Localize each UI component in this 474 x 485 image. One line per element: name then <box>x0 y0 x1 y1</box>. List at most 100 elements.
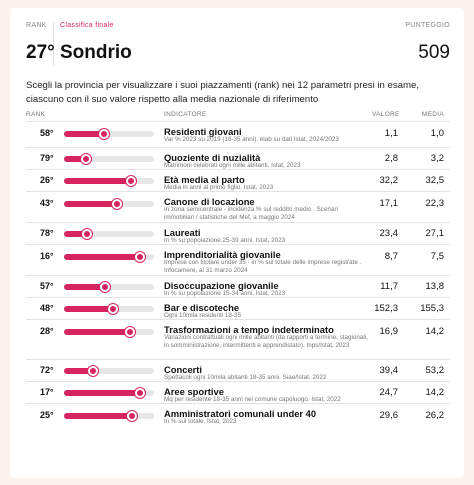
indicator-title: Trasformazioni a tempo indeterminato <box>164 324 334 335</box>
indicator-value: 29,6 <box>379 410 399 421</box>
indicator-table: 58° Residenti giovani Var % 2023 su 2019 (… <box>26 121 450 426</box>
rank-bar-fill <box>64 413 133 419</box>
column-rank: RANK <box>26 111 46 118</box>
rank-bar-marker <box>100 282 110 292</box>
column-value: VALORE <box>372 111 400 118</box>
rank-bar-fill <box>64 284 106 290</box>
table-row[interactable]: 79° Quoziente di nuzialità Matrimoni celeb… <box>26 147 450 169</box>
province-rank: 27° <box>26 42 55 63</box>
indicator-value: 23,4 <box>379 228 399 239</box>
indicator-value: 32,2 <box>379 175 399 186</box>
rank-bar <box>64 388 154 398</box>
rank-bar <box>64 282 154 292</box>
table-row[interactable]: 57° Disoccupazione giovanile In % su popol… <box>26 275 450 297</box>
rank-bar-marker <box>127 411 137 421</box>
indicator-description: Ogni 10mila residenti 18-35 <box>164 312 242 319</box>
indicator-description: In % su popolazione 15-34 anni. Istat, 2… <box>164 290 286 297</box>
indicator-average: 14,2 <box>425 387 445 398</box>
indicator-average: 27,1 <box>425 228 445 239</box>
row-rank: 58° <box>40 128 54 138</box>
indicator-title: Quoziente di nuzialità <box>164 152 261 163</box>
row-rank: 28° <box>40 326 54 336</box>
indicator-average: 26,2 <box>425 410 445 421</box>
indicator-title: Amministratori comunali under 40 <box>164 408 317 419</box>
table-row[interactable]: 43° Canone di locazione In zona semicentra… <box>26 191 450 222</box>
row-rank: 17° <box>40 387 54 397</box>
rank-bar-marker <box>126 176 136 186</box>
row-rank: 43° <box>40 198 54 208</box>
indicator-average: 14,2 <box>425 326 445 337</box>
table-row[interactable]: 48° Bar e discoteche Ogni 10mila residenti… <box>26 297 450 319</box>
province-name[interactable]: Sondrio <box>60 42 132 63</box>
ranking-card: RANK Classifica finale PUNTEGGIO 27° Son… <box>10 8 464 478</box>
indicator-description: Var % 2023 su 2019 (18-35 anni). elab su… <box>164 136 339 143</box>
indicator-value: 16,9 <box>379 326 399 337</box>
rank-bar-fill <box>64 156 87 162</box>
rank-bar-fill <box>64 368 94 374</box>
indicator-value: 1,1 <box>384 128 398 139</box>
row-rank: 79° <box>40 153 54 163</box>
rank-bar <box>64 154 154 164</box>
rank-bar-fill <box>64 231 88 237</box>
indicator-average: 32,5 <box>425 175 445 186</box>
rank-bar-fill <box>64 306 114 312</box>
table-header: RANK INDICATORE VALORE MEDIA <box>26 111 450 121</box>
indicator-average: 155,3 <box>420 303 444 314</box>
rank-bar-fill <box>64 254 141 260</box>
column-indicator: INDICATORE <box>164 111 207 118</box>
indicator-value: 8,7 <box>384 251 398 262</box>
indicator-description: In zona semicentrale - incidenza % sul r… <box>164 206 338 222</box>
rank-bar-marker <box>88 366 98 376</box>
rank-bar-fill <box>64 201 118 207</box>
table-row[interactable]: 58° Residenti giovani Var % 2023 su 2019 (… <box>26 121 450 147</box>
table-row[interactable]: 25° Amministratori comunali under 40 In % … <box>26 403 450 426</box>
table-row[interactable]: 16° Imprenditorialità giovanile Imprese co… <box>26 244 450 275</box>
rank-bar <box>64 366 154 376</box>
indicator-average: 7,5 <box>430 251 444 262</box>
table-row[interactable]: 72° Concerti Spettacoli ogni 10mila abitan… <box>26 359 450 381</box>
indicator-average: 3,2 <box>430 153 444 164</box>
row-rank: 16° <box>40 251 54 261</box>
row-rank: 57° <box>40 281 54 291</box>
rank-bar-marker <box>108 304 118 314</box>
province-score: 509 <box>418 42 450 63</box>
rank-label: RANK <box>26 22 47 29</box>
indicator-title: Disoccupazione giovanile <box>164 280 279 291</box>
rank-bar <box>64 176 154 186</box>
rank-bar-marker <box>135 252 145 262</box>
header-labels: RANK Classifica finale PUNTEGGIO <box>26 22 450 34</box>
rank-bar <box>64 411 154 421</box>
row-rank: 78° <box>40 228 54 238</box>
indicator-average: 22,3 <box>425 198 445 209</box>
indicator-title: Concerti <box>164 364 203 375</box>
rank-bar <box>64 129 154 139</box>
indicator-description: Variazioni contrattuali ogni mille abita… <box>164 334 368 350</box>
rank-bar <box>64 199 154 209</box>
row-rank: 72° <box>40 365 54 375</box>
category-label: Classifica finale <box>60 22 114 29</box>
indicator-description: In % su popolazione 25-39 anni. Istat, 2… <box>164 237 286 244</box>
header-divider <box>53 22 54 66</box>
table-row[interactable]: 26° Età media al parto Media in anni al pr… <box>26 169 450 191</box>
indicator-title: Residenti giovani <box>164 126 242 137</box>
indicator-description: Mq per residente 18-35 anni nel comune c… <box>164 396 341 403</box>
rank-bar-fill <box>64 390 141 396</box>
rank-bar-marker <box>99 129 109 139</box>
table-row[interactable]: 28° Trasformazioni a tempo indeterminato V… <box>26 319 450 359</box>
score-label: PUNTEGGIO <box>405 22 450 29</box>
rank-bar <box>64 229 154 239</box>
indicator-title: Canone di locazione <box>164 196 255 207</box>
table-row[interactable]: 78° Laureati In % su popolazione 25-39 ann… <box>26 222 450 244</box>
table-row[interactable]: 17° Aree sportive Mq per residente 18-35 a… <box>26 381 450 403</box>
rank-bar-marker <box>125 327 135 337</box>
indicator-average: 13,8 <box>425 281 445 292</box>
rank-bar-marker <box>82 229 92 239</box>
rank-bar <box>64 327 154 337</box>
rank-bar-fill <box>64 131 105 137</box>
indicator-value: 11,7 <box>380 281 398 292</box>
indicator-description: Media in anni al primo figlio. Istat, 20… <box>164 184 274 191</box>
rank-bar <box>64 252 154 262</box>
rank-bar <box>64 304 154 314</box>
indicator-title: Laureati <box>164 227 201 238</box>
rank-bar-marker <box>112 199 122 209</box>
